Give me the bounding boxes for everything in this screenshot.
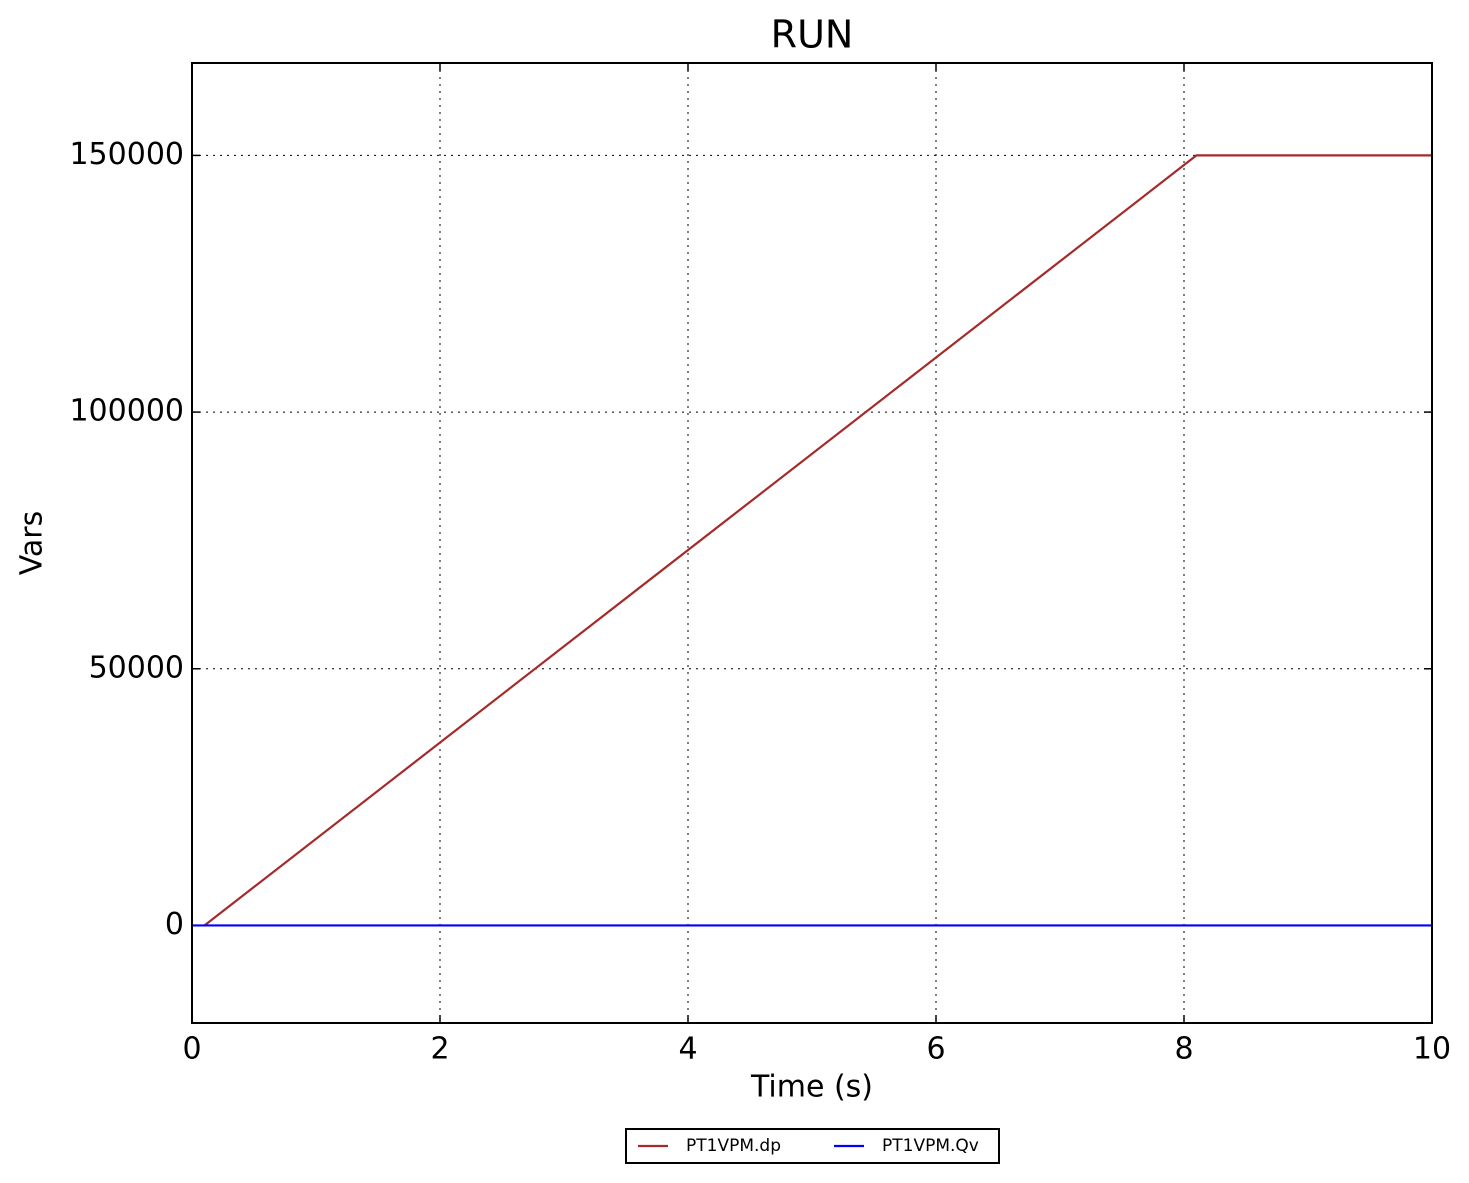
legend-label: PT1VPM.Qv [882, 1136, 979, 1156]
y-tick-label: 100000 [69, 394, 184, 429]
y-axis-label: Vars [15, 511, 50, 576]
legend-box [625, 1128, 1000, 1164]
x-tick-label: 0 [182, 1032, 201, 1067]
y-tick-label: 50000 [89, 650, 184, 685]
chart-title: RUN [771, 13, 854, 57]
x-tick-label: 8 [1174, 1032, 1193, 1067]
x-axis-label: Time (s) [750, 1070, 873, 1105]
x-tick-label: 10 [1413, 1032, 1451, 1067]
plot-frame [191, 62, 1433, 1024]
x-tick-label: 6 [926, 1032, 945, 1067]
y-tick-label: 150000 [69, 137, 184, 172]
data-line [203, 154, 1432, 927]
legend-label: PT1VPM.dp [686, 1136, 781, 1156]
y-tick-label: 0 [165, 907, 184, 942]
x-tick-label: 4 [678, 1032, 697, 1067]
x-tick-label: 2 [430, 1032, 449, 1067]
